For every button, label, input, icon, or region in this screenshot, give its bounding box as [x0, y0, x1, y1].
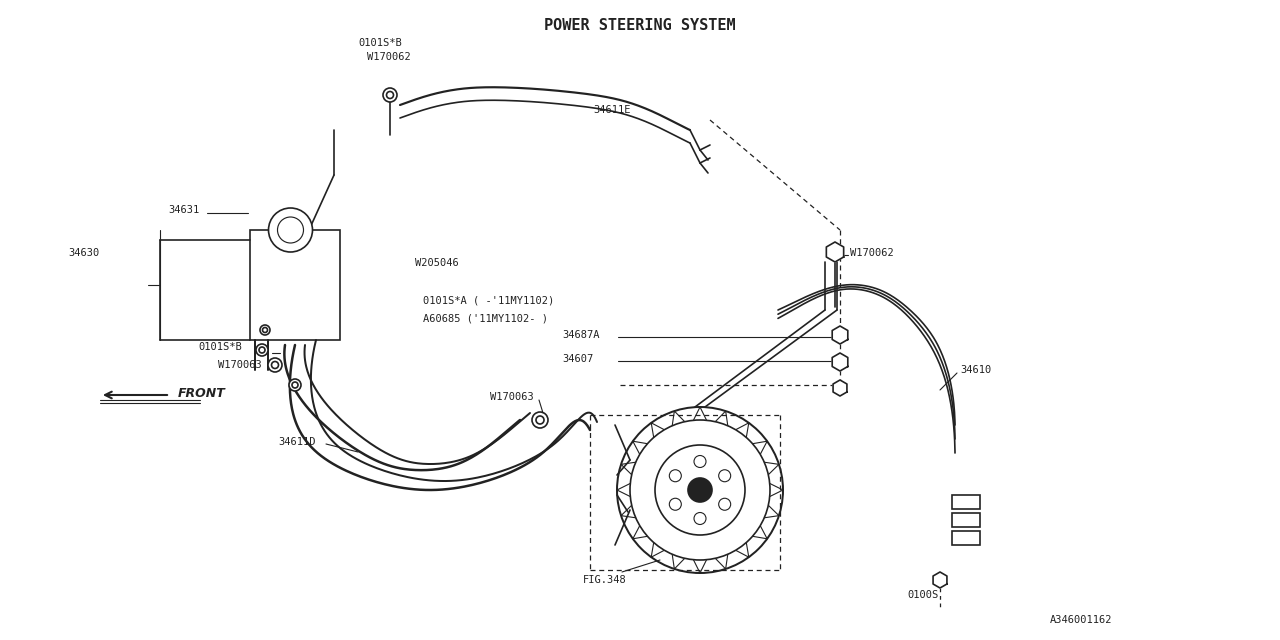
Bar	[952, 495, 980, 509]
Text: W170063: W170063	[490, 392, 534, 402]
Text: 34610: 34610	[960, 365, 991, 375]
Polygon shape	[827, 242, 844, 262]
Circle shape	[694, 513, 707, 525]
Circle shape	[718, 470, 731, 482]
Text: 34607: 34607	[562, 354, 593, 364]
Circle shape	[289, 379, 301, 391]
Circle shape	[383, 88, 397, 102]
Text: 34611D: 34611D	[278, 437, 315, 447]
Circle shape	[669, 470, 681, 482]
Circle shape	[532, 412, 548, 428]
Circle shape	[260, 325, 270, 335]
Text: 34611E: 34611E	[593, 105, 631, 115]
Circle shape	[256, 344, 268, 356]
Text: 0100S: 0100S	[908, 590, 938, 600]
Circle shape	[268, 358, 282, 372]
Text: W205046: W205046	[415, 258, 458, 268]
Polygon shape	[833, 380, 847, 396]
Circle shape	[630, 420, 771, 560]
Circle shape	[669, 499, 681, 510]
Circle shape	[689, 478, 712, 502]
Bar	[250, 230, 340, 340]
Text: W170063: W170063	[218, 360, 261, 370]
Polygon shape	[832, 353, 847, 371]
Text: FIG.348: FIG.348	[582, 575, 627, 585]
Text: 34630: 34630	[68, 248, 100, 258]
Circle shape	[718, 499, 731, 510]
Polygon shape	[832, 326, 847, 344]
Bar	[952, 513, 980, 527]
Circle shape	[694, 456, 707, 467]
Polygon shape	[933, 572, 947, 588]
Text: W170062: W170062	[850, 248, 893, 258]
Bar	[952, 531, 980, 545]
Text: FRONT: FRONT	[178, 387, 225, 400]
Text: 34687A: 34687A	[562, 330, 599, 340]
Text: 34631: 34631	[168, 205, 200, 215]
Text: 0101S*A ( -'11MY1102): 0101S*A ( -'11MY1102)	[422, 295, 554, 305]
Circle shape	[617, 407, 783, 573]
Circle shape	[269, 208, 312, 252]
Text: W170062: W170062	[367, 52, 411, 62]
Text: 0101S*B: 0101S*B	[358, 38, 402, 48]
Text: 0101S*B: 0101S*B	[198, 342, 242, 352]
Text: A346001162: A346001162	[1050, 615, 1112, 625]
Text: A60685 ('11MY1102- ): A60685 ('11MY1102- )	[422, 313, 548, 323]
Text: POWER STEERING SYSTEM: POWER STEERING SYSTEM	[544, 18, 736, 33]
